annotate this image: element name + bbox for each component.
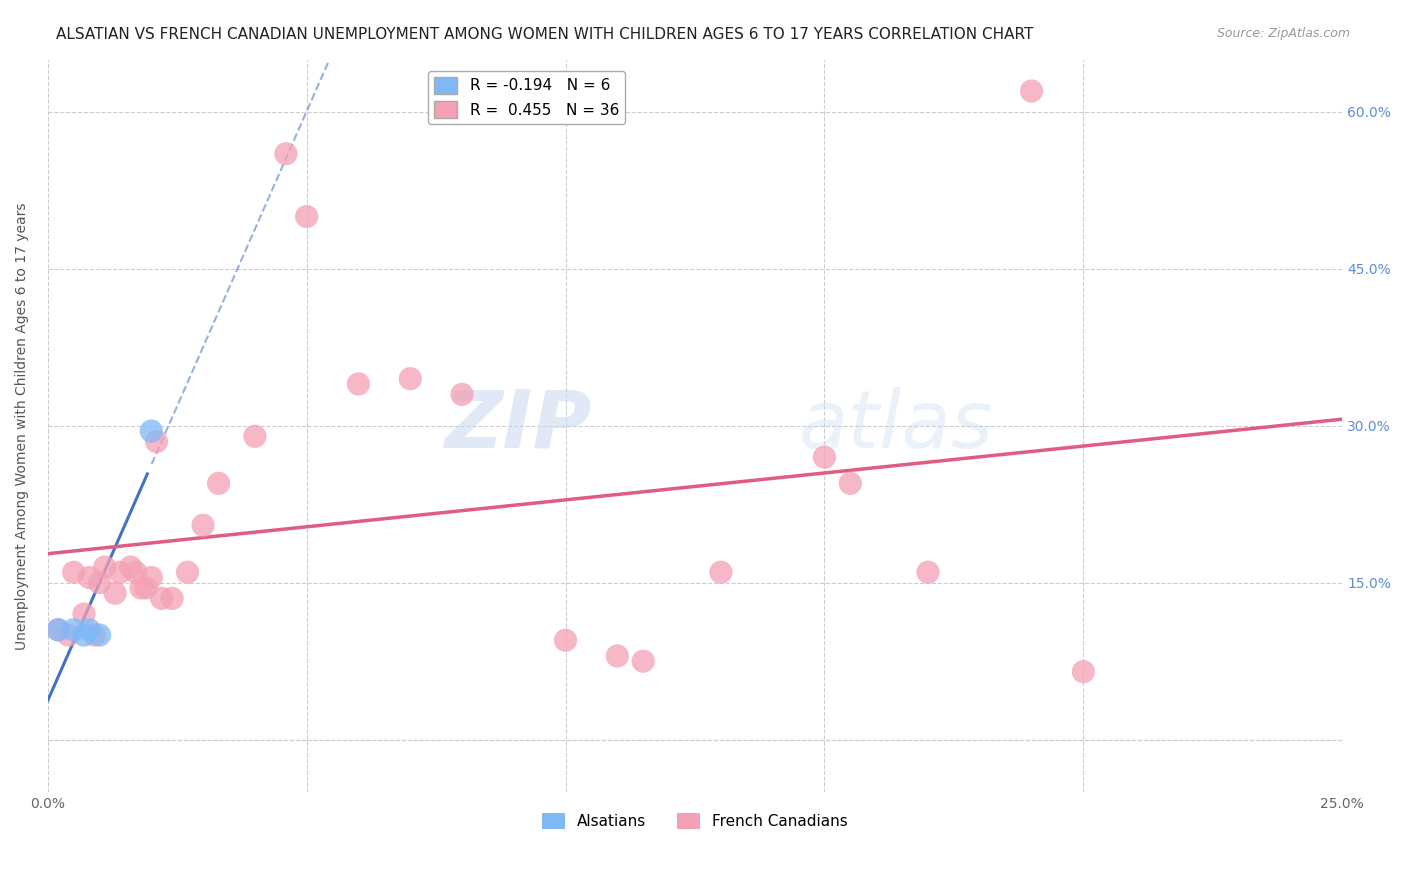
Point: [1021, 84, 1043, 98]
Point: [83, 628, 105, 642]
Point: [554, 633, 576, 648]
Point: [451, 387, 474, 401]
Point: [347, 376, 370, 391]
Point: [399, 372, 422, 386]
Point: [606, 648, 628, 663]
Point: [129, 581, 152, 595]
Text: ZIP: ZIP: [444, 387, 592, 465]
Point: [141, 424, 163, 438]
Point: [110, 566, 132, 580]
Text: atlas: atlas: [799, 387, 993, 465]
Point: [160, 591, 183, 606]
Point: [295, 210, 318, 224]
Point: [89, 575, 111, 590]
Point: [89, 628, 111, 642]
Point: [1073, 665, 1095, 679]
Point: [176, 566, 198, 580]
Point: [62, 623, 84, 637]
Point: [813, 450, 835, 465]
Point: [145, 434, 167, 449]
Text: ALSATIAN VS FRENCH CANADIAN UNEMPLOYMENT AMONG WOMEN WITH CHILDREN AGES 6 TO 17 : ALSATIAN VS FRENCH CANADIAN UNEMPLOYMENT…: [56, 27, 1033, 42]
Point: [135, 581, 157, 595]
Point: [73, 607, 96, 621]
Point: [150, 591, 173, 606]
Point: [125, 566, 148, 580]
Point: [243, 429, 266, 443]
Legend: Alsatians, French Canadians: Alsatians, French Canadians: [536, 806, 853, 836]
Point: [274, 146, 297, 161]
Point: [839, 476, 862, 491]
Point: [77, 570, 100, 584]
Point: [191, 518, 214, 533]
Point: [631, 654, 654, 668]
Y-axis label: Unemployment Among Women with Children Ages 6 to 17 years: Unemployment Among Women with Children A…: [15, 202, 30, 649]
Point: [62, 566, 84, 580]
Point: [207, 476, 229, 491]
Point: [120, 560, 142, 574]
Point: [46, 623, 69, 637]
Point: [46, 623, 69, 637]
Point: [93, 560, 115, 574]
Point: [58, 628, 80, 642]
Point: [710, 566, 733, 580]
Point: [141, 570, 163, 584]
Point: [77, 623, 100, 637]
Point: [917, 566, 939, 580]
Point: [73, 628, 96, 642]
Text: Source: ZipAtlas.com: Source: ZipAtlas.com: [1216, 27, 1350, 40]
Point: [104, 586, 127, 600]
